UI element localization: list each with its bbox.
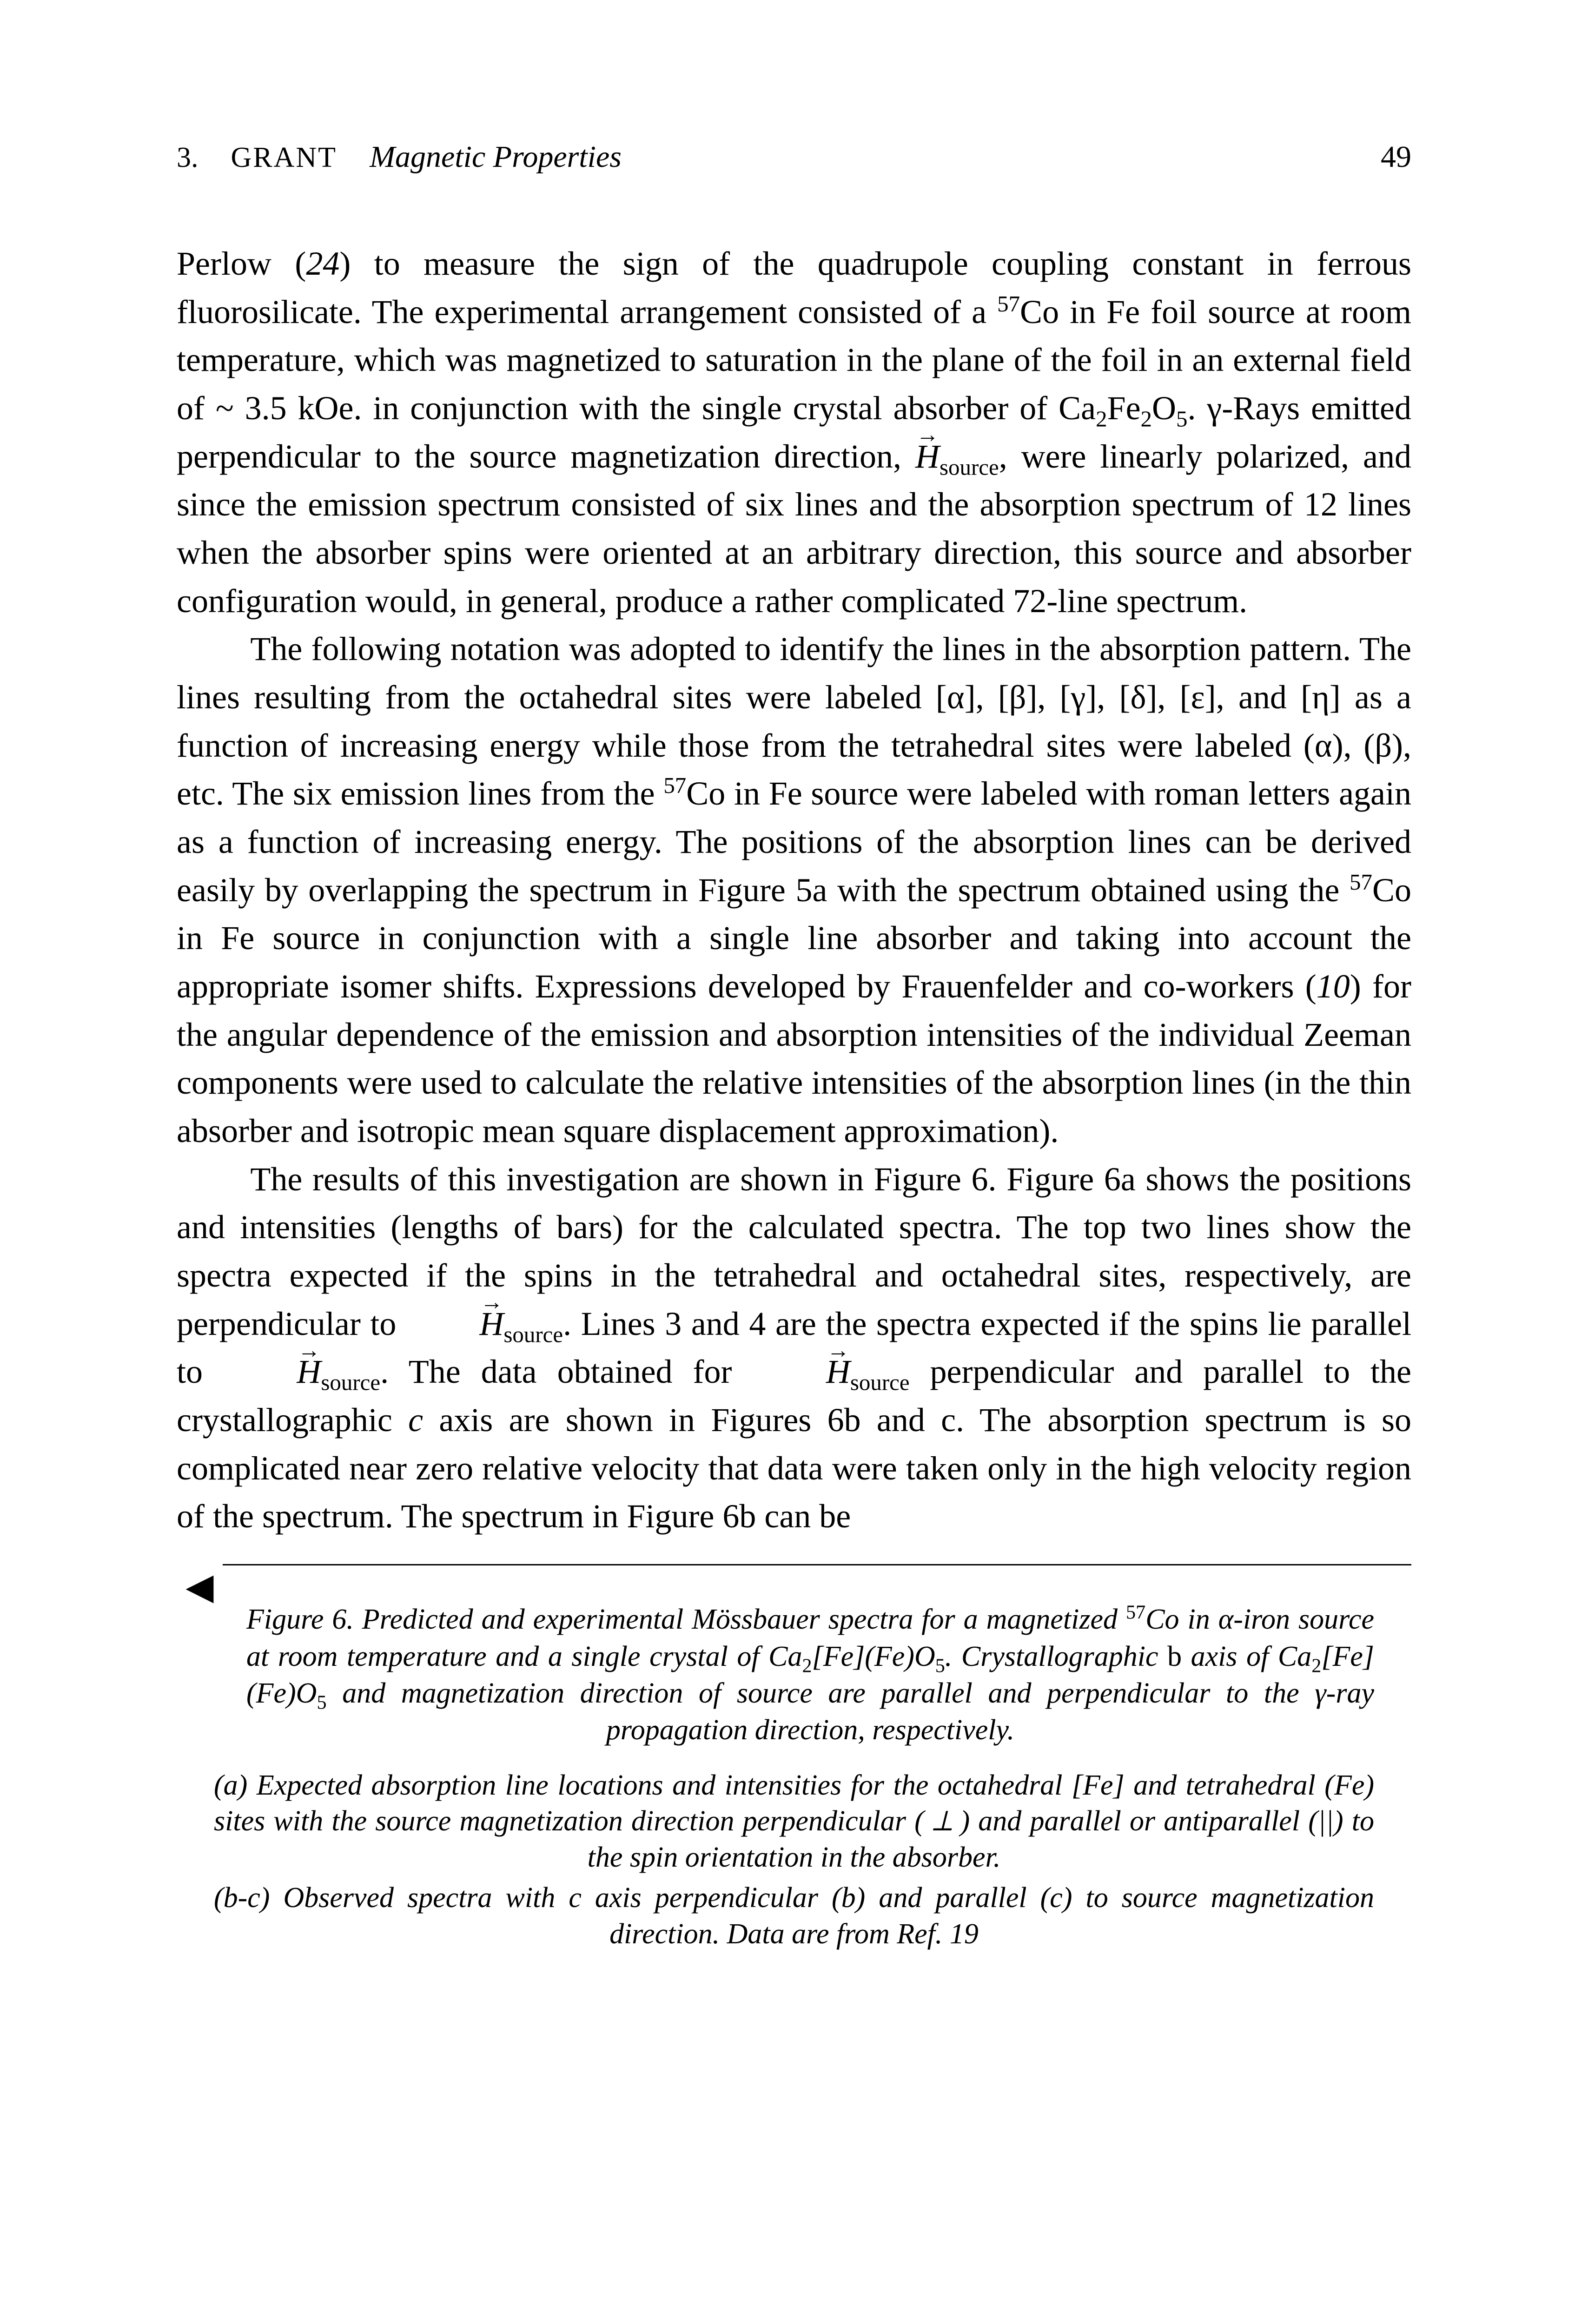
subscript-source: source — [940, 454, 999, 480]
vector-H: H — [915, 433, 940, 481]
vector-H: H — [752, 1348, 850, 1396]
page-number: 49 — [1381, 139, 1411, 175]
page: 3. GRANT Magnetic Properties 49 Perlow (… — [0, 0, 1588, 2324]
author-name: GRANT — [231, 141, 337, 174]
subscript: 5 — [317, 1691, 326, 1713]
subscript: 5 — [935, 1655, 945, 1677]
subscript-source: source — [503, 1321, 563, 1347]
vector-H: H — [406, 1300, 503, 1348]
paragraph-1: Perlow (24) to measure the sign of the q… — [177, 240, 1411, 625]
horizontal-rule — [223, 1564, 1411, 1565]
paren-c: (c) — [1040, 1882, 1072, 1914]
text: [Fe](Fe)O — [812, 1641, 935, 1672]
text: . Crystallographic — [945, 1641, 1167, 1672]
superscript: 57 — [1350, 869, 1372, 895]
ref-number: 24 — [306, 245, 339, 282]
subscript: 2 — [1141, 406, 1152, 431]
paragraph-2: The following notation was adopted to id… — [177, 625, 1411, 1155]
ref-number: 19 — [950, 1918, 979, 1950]
figure-caption-bc: (b-c) Observed spectra with c axis perpe… — [214, 1880, 1374, 1952]
header-left: 3. GRANT Magnetic Properties — [177, 139, 622, 175]
paragraph-3: The results of this investigation are sh… — [177, 1155, 1411, 1541]
axis-c: c — [569, 1882, 582, 1914]
axis-c: c — [408, 1401, 423, 1439]
axis-b: b — [1167, 1641, 1182, 1672]
text: and magnetization direction of source ar… — [327, 1677, 1374, 1746]
vector-H: H — [223, 1348, 321, 1396]
arrow-left-icon: ◄ — [177, 1573, 223, 1601]
figure-caption-a: (a) Expected absorption line locations a… — [214, 1768, 1374, 1876]
figure-continuation-arrow: ◄ — [177, 1555, 1411, 1601]
subscript-source: source — [321, 1370, 380, 1395]
superscript: 57 — [997, 291, 1020, 317]
text: (b-c) Observed spectra with — [214, 1882, 569, 1914]
subscript: 5 — [1176, 406, 1187, 431]
ref-number: 10 — [1317, 968, 1350, 1005]
paren-b: (b) — [832, 1882, 865, 1914]
subscript: 2 — [1096, 406, 1107, 431]
superscript: 57 — [663, 772, 686, 798]
text: axis of Ca — [1182, 1641, 1311, 1672]
figure-caption-main: Figure 6. Predicted and experimental Mös… — [246, 1601, 1374, 1749]
text: O — [1152, 390, 1176, 427]
chapter-number: 3. — [177, 141, 198, 174]
text: . The data obtained for — [380, 1353, 752, 1390]
chapter-title: Magnetic Properties — [370, 139, 622, 175]
text: (a) Expected absorption line locations a… — [214, 1769, 1374, 1873]
text: Fe — [1107, 390, 1141, 427]
subscript-source: source — [850, 1370, 910, 1395]
superscript: 57 — [1126, 1601, 1145, 1623]
text: Perlow ( — [177, 245, 306, 282]
text: and parallel — [865, 1882, 1040, 1914]
text: axis perpendicular — [582, 1882, 832, 1914]
body-text: Perlow (24) to measure the sign of the q… — [177, 240, 1411, 1952]
text: Figure 6. Predicted and experimental Mös… — [246, 1604, 1126, 1635]
running-header: 3. GRANT Magnetic Properties 49 — [177, 139, 1411, 175]
subscript: 2 — [1311, 1655, 1321, 1677]
subscript: 2 — [802, 1655, 812, 1677]
